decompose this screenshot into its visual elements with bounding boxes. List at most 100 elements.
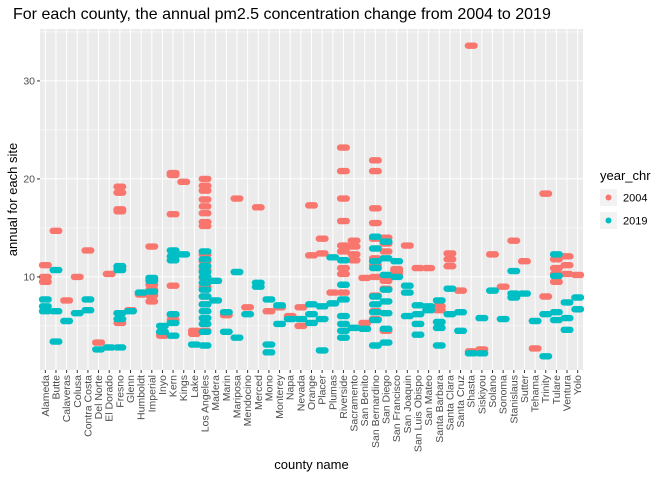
point-2019 <box>549 272 563 280</box>
point-2019 <box>368 316 382 324</box>
point-2019 <box>475 350 489 357</box>
point-2004 <box>305 202 318 209</box>
point-2004 <box>113 183 127 190</box>
point-2004 <box>539 190 553 197</box>
x-tick-label: Trinity <box>540 374 552 403</box>
x-tick-label: Santa Barbara <box>434 375 446 443</box>
point-2004 <box>305 252 318 259</box>
x-tick-label: Yolo <box>572 375 584 395</box>
x-tick-label: San Joaquin <box>402 375 414 434</box>
point-2004 <box>145 243 159 250</box>
point-2019 <box>422 307 436 314</box>
legend-label-2019: 2019 <box>623 216 647 228</box>
x-tick-label: Siskiyou <box>476 375 488 414</box>
x-tick-label: Imperial <box>146 375 158 412</box>
point-2004 <box>464 42 478 49</box>
point-2019 <box>209 297 223 304</box>
point-2019 <box>38 303 52 310</box>
point-2004 <box>571 271 585 279</box>
x-tick-label: Ventura <box>562 375 574 411</box>
x-tick-label: Mariposa <box>231 375 243 418</box>
x-tick-label: Los Angeles <box>200 375 212 432</box>
point-2019 <box>198 293 212 300</box>
x-tick-label: San Mateo <box>423 375 435 426</box>
point-2019 <box>336 281 350 288</box>
point-2019 <box>411 320 425 328</box>
point-2019 <box>368 245 382 252</box>
point-2004 <box>528 345 542 352</box>
point-2019 <box>49 308 63 315</box>
point-2004 <box>166 210 180 218</box>
point-2004 <box>539 293 553 300</box>
x-tick-label: Sonoma <box>498 375 510 414</box>
point-2019 <box>336 257 350 264</box>
point-2019 <box>528 317 542 325</box>
point-2019 <box>571 294 585 301</box>
point-2019 <box>443 285 457 292</box>
y-tick-label: 10 <box>23 271 35 283</box>
point-2019 <box>400 282 414 289</box>
x-tick-label: Mono <box>263 375 275 401</box>
point-2019 <box>379 298 393 305</box>
point-2004 <box>251 204 265 211</box>
point-2004 <box>336 167 350 175</box>
point-2004 <box>187 327 201 335</box>
point-2004 <box>113 208 127 215</box>
point-2004 <box>336 270 350 278</box>
point-2019 <box>198 273 212 281</box>
point-2004 <box>326 289 340 296</box>
point-2019 <box>411 310 425 318</box>
x-tick-label: Fresno <box>114 375 126 408</box>
point-2004 <box>81 247 95 254</box>
point-2004 <box>368 205 382 212</box>
x-tick-label: Tehama <box>530 375 542 413</box>
point-2004 <box>347 257 361 264</box>
point-2019 <box>305 319 318 327</box>
point-2019 <box>305 301 318 308</box>
x-tick-label: Riverside <box>338 375 350 419</box>
point-2019 <box>454 327 468 335</box>
x-tick-label: Marin <box>221 375 233 401</box>
point-2004 <box>198 222 212 230</box>
point-2004 <box>379 277 393 285</box>
y-tick-label: 30 <box>23 75 35 87</box>
point-2004 <box>177 178 191 186</box>
x-tick-label: Napa <box>285 375 297 400</box>
point-2019 <box>294 315 308 323</box>
point-2004 <box>443 256 457 263</box>
x-tick-label: El Dorado <box>104 375 116 422</box>
point-2019 <box>262 296 276 303</box>
legend-key-2004 <box>605 194 612 201</box>
point-2019 <box>155 328 169 335</box>
y-axis-title: annual for each site <box>5 143 20 256</box>
x-tick-label: San Diego <box>381 375 393 424</box>
point-2019 <box>432 318 446 326</box>
point-2019 <box>496 315 510 323</box>
point-2019 <box>145 274 159 282</box>
x-tick-label: Mendocino <box>242 375 254 427</box>
point-2019 <box>262 341 276 348</box>
point-2004 <box>507 237 521 244</box>
point-2019 <box>368 293 382 300</box>
x-tick-label: Colusa <box>72 375 84 408</box>
point-2004 <box>262 308 276 315</box>
point-2019 <box>315 315 329 323</box>
point-2019 <box>198 286 212 293</box>
point-2019 <box>60 317 74 325</box>
point-2004 <box>166 282 180 289</box>
point-2019 <box>368 264 382 272</box>
x-tick-label: Humboldt <box>136 375 148 420</box>
point-2019 <box>507 267 521 275</box>
x-tick-label: San Francisco <box>391 375 403 442</box>
point-2019 <box>113 309 127 317</box>
point-2004 <box>198 203 212 210</box>
point-2019 <box>432 342 446 349</box>
point-2019 <box>432 324 446 332</box>
x-tick-label: Merced <box>253 375 265 410</box>
point-2019 <box>507 294 521 301</box>
point-2004 <box>549 278 563 286</box>
point-2019 <box>305 310 318 318</box>
point-2019 <box>539 353 553 360</box>
point-2004 <box>358 274 372 282</box>
